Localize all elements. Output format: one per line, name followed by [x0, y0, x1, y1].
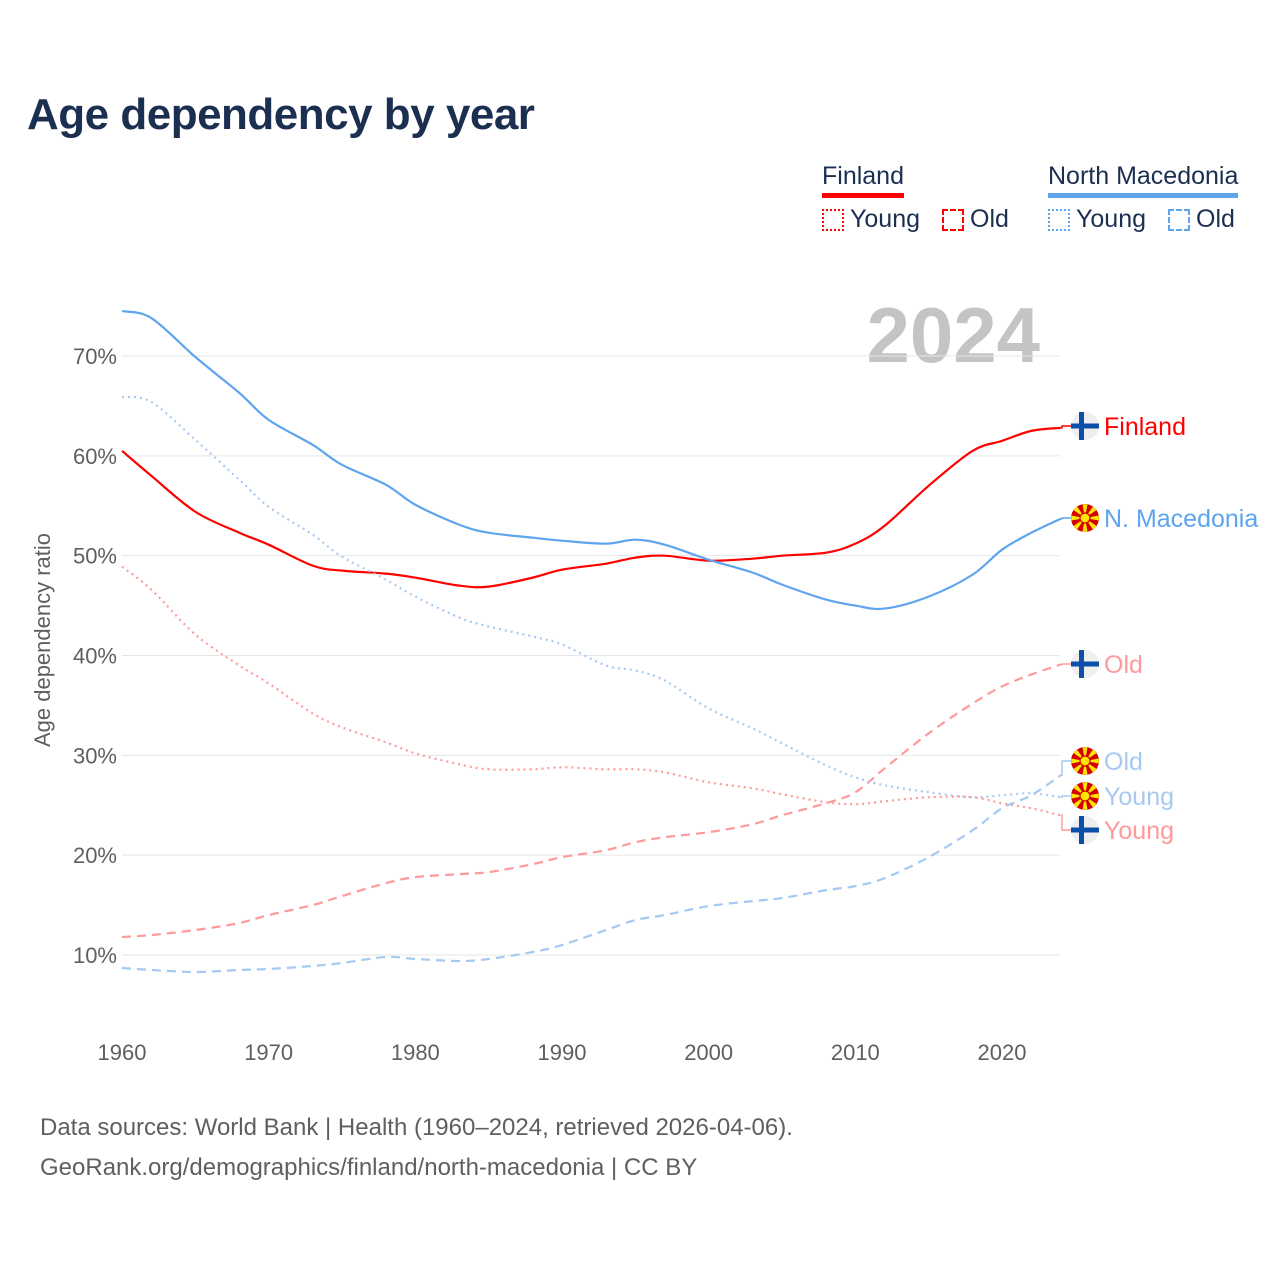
series-end-label: Young: [1104, 817, 1174, 845]
y-tick-label: 40%: [73, 644, 117, 669]
north-macedonia-flag-icon: [1071, 504, 1099, 532]
label-connector: [1060, 795, 1072, 799]
y-tick-label: 60%: [73, 444, 117, 469]
legend-country-north-macedonia: North Macedonia: [1048, 162, 1239, 198]
series-end-label: Old: [1104, 651, 1143, 679]
chart-title: Age dependency by year: [27, 90, 535, 139]
dotted-swatch-icon: [1048, 208, 1070, 231]
y-axis-label: Age dependency ratio: [30, 533, 55, 747]
x-tick-label: 1990: [538, 1040, 587, 1065]
source-url-text: GeoRank.org/demographics/finland/north-m…: [40, 1154, 698, 1181]
legend-country-finland: Finland: [822, 162, 904, 198]
dashed-swatch-icon: [942, 208, 964, 231]
legend-label: Young: [1076, 205, 1146, 233]
x-tick-label: 2020: [978, 1040, 1027, 1065]
north-macedonia-flag-icon: [1071, 782, 1099, 810]
legend-label: Young: [850, 205, 920, 233]
x-tick-label: 2010: [831, 1040, 880, 1065]
y-tick-label: 50%: [73, 544, 117, 569]
legend-item-nmk-old: Old: [1168, 205, 1235, 234]
x-tick-label: 2000: [684, 1040, 733, 1065]
series-end-label: Young: [1104, 783, 1174, 811]
x-tick-label: 1960: [98, 1040, 147, 1065]
label-connector: [1060, 760, 1072, 777]
y-tick-label: 20%: [73, 843, 117, 868]
legend-label: Old: [1196, 205, 1235, 233]
y-tick-label: 10%: [73, 943, 117, 968]
series-line-finland: [121, 426, 1061, 589]
series-line-north-macedonia-young: [121, 395, 1061, 799]
x-tick-label: 1980: [391, 1040, 440, 1065]
year-watermark: 2024: [866, 291, 1040, 379]
series-line-finland-old: [121, 663, 1062, 939]
dashed-swatch-icon: [1168, 208, 1190, 231]
series-line-north-macedonia: [121, 309, 1062, 611]
label-connector: [1060, 425, 1072, 429]
label-connector: [1060, 517, 1072, 520]
legend-item-nmk-young: Young: [1048, 205, 1146, 234]
series-line-north-macedonia-old: [121, 774, 1062, 974]
legend-item-finland-old: Old: [942, 205, 1009, 234]
data-source-text: Data sources: World Bank | Health (1960–…: [40, 1114, 793, 1141]
series-end-label: N. Macedonia: [1104, 505, 1258, 533]
dotted-swatch-icon: [822, 208, 844, 231]
finland-flag-icon: [1071, 650, 1099, 678]
legend-item-finland-young: Young: [822, 205, 920, 234]
legend-label: Old: [970, 205, 1009, 233]
series-line-finland-young: [121, 565, 1061, 817]
footer: Data sources: World Bank | Health (1960–…: [40, 1108, 793, 1188]
y-tick-label: 30%: [73, 743, 117, 768]
x-tick-label: 1970: [244, 1040, 293, 1065]
y-tick-label: 70%: [73, 344, 117, 369]
series-end-label: Old: [1104, 748, 1143, 776]
finland-flag-icon: [1071, 816, 1099, 844]
label-connector: [1060, 814, 1072, 831]
series-end-label: Finland: [1104, 413, 1186, 441]
north-macedonia-flag-icon: [1071, 747, 1099, 775]
finland-flag-icon: [1071, 412, 1099, 440]
